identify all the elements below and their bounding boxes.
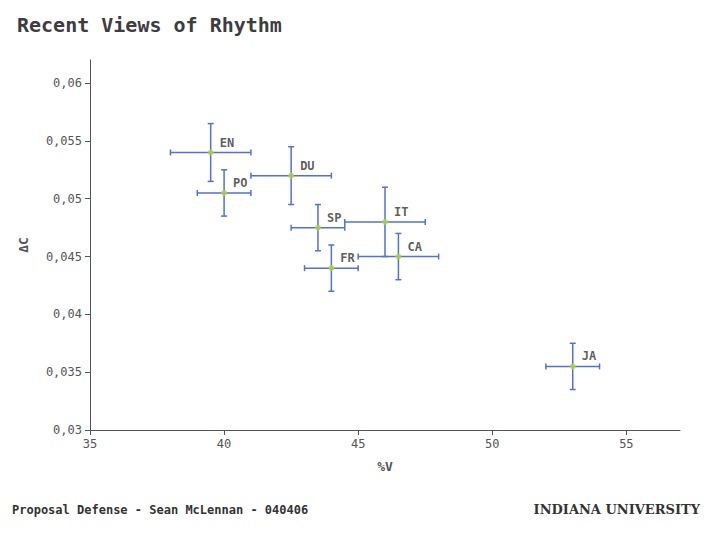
svg-text:ΔC: ΔC: [16, 237, 31, 253]
svg-text:EN: EN: [220, 136, 234, 150]
svg-text:FR: FR: [340, 251, 355, 265]
svg-text:JA: JA: [582, 349, 597, 363]
svg-text:PO: PO: [233, 176, 247, 190]
svg-text:DU: DU: [300, 159, 314, 173]
svg-text:50: 50: [485, 437, 499, 451]
svg-text:%V: %V: [377, 459, 393, 474]
svg-text:IT: IT: [394, 205, 408, 219]
svg-text:0,04: 0,04: [53, 307, 82, 321]
svg-text:Recent Views of Rhythm: Recent Views of Rhythm: [17, 13, 282, 37]
svg-text:Proposal Defense - Sean McLenn: Proposal Defense - Sean McLennan - 04040…: [12, 503, 308, 517]
svg-text:SP: SP: [327, 211, 341, 225]
svg-text:0,045: 0,045: [46, 250, 82, 264]
svg-text:45: 45: [351, 437, 365, 451]
svg-text:0,055: 0,055: [46, 134, 82, 148]
svg-text:CA: CA: [407, 240, 422, 254]
svg-text:35: 35: [83, 437, 97, 451]
svg-text:INDIANA UNIVERSITY: INDIANA UNIVERSITY: [534, 502, 701, 517]
svg-text:0,03: 0,03: [53, 423, 82, 437]
svg-text:0,035: 0,035: [46, 365, 82, 379]
svg-text:0,05: 0,05: [53, 192, 82, 206]
svg-text:40: 40: [217, 437, 231, 451]
svg-text:0,06: 0,06: [53, 76, 82, 90]
svg-text:55: 55: [619, 437, 633, 451]
